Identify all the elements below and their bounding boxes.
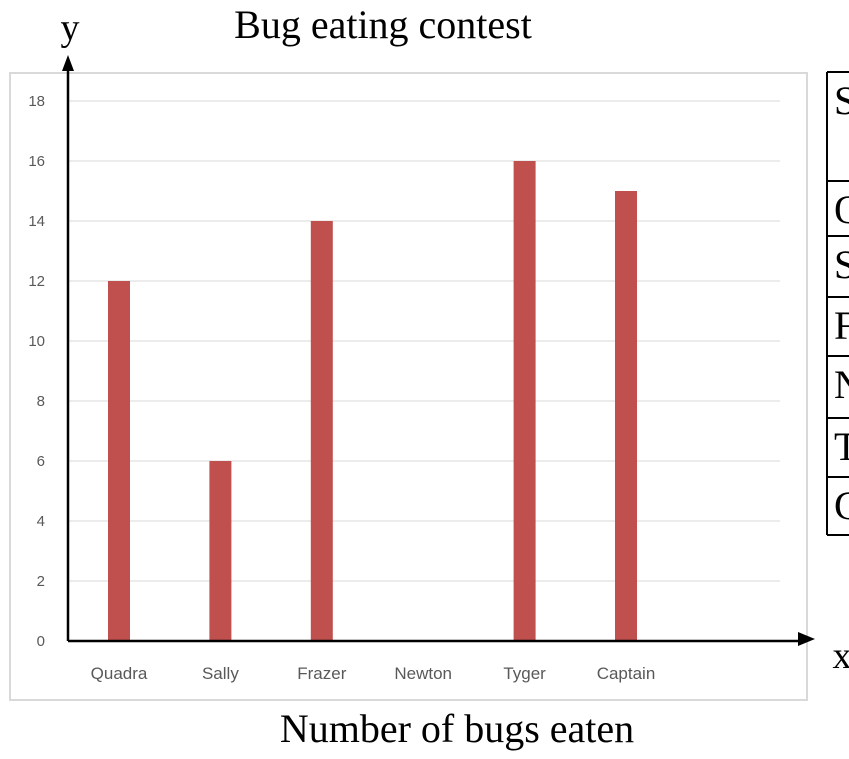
category-label: Newton bbox=[394, 664, 452, 683]
table-cell: C bbox=[834, 483, 849, 528]
y-axis-arrow bbox=[62, 55, 74, 71]
y-tick-label: 14 bbox=[28, 213, 45, 230]
bar-frazer bbox=[311, 221, 333, 641]
category-label: Tyger bbox=[503, 664, 546, 683]
bar-captain bbox=[615, 191, 637, 641]
category-label: Sally bbox=[202, 664, 239, 683]
bar-quadra bbox=[108, 281, 130, 641]
table-cell: T bbox=[834, 424, 849, 469]
category-label: Captain bbox=[597, 664, 656, 683]
category-labels: Quadra Sally Frazer Newton Tyger Captain bbox=[91, 664, 656, 683]
y-tick-labels: 0 2 4 6 8 10 12 14 16 18 bbox=[28, 93, 45, 650]
table-cell: S bbox=[834, 242, 849, 287]
y-tick-label: 2 bbox=[37, 573, 45, 590]
gridlines bbox=[68, 101, 780, 581]
y-tick-label: 4 bbox=[37, 513, 45, 530]
table-cell: Q bbox=[834, 187, 849, 232]
chart-title: Bug eating contest bbox=[234, 2, 532, 47]
table-cell: N bbox=[834, 362, 849, 407]
x-axis-label: Number of bugs eaten bbox=[280, 706, 634, 751]
bar-tyger bbox=[514, 161, 536, 641]
y-tick-label: 6 bbox=[37, 453, 45, 470]
y-axis-letter: y bbox=[61, 7, 80, 49]
y-tick-label: 0 bbox=[37, 633, 45, 650]
y-tick-label: 16 bbox=[28, 153, 45, 170]
x-axis-letter: x bbox=[833, 635, 849, 677]
y-tick-label: 8 bbox=[37, 393, 45, 410]
category-label: Frazer bbox=[297, 664, 346, 683]
category-label: Quadra bbox=[91, 664, 148, 683]
y-tick-label: 18 bbox=[28, 93, 45, 110]
table-cell: F bbox=[834, 303, 849, 348]
table-cell: S bbox=[834, 78, 849, 123]
y-tick-label: 12 bbox=[28, 273, 45, 290]
y-tick-label: 10 bbox=[28, 333, 45, 350]
bar-sally bbox=[209, 461, 231, 641]
